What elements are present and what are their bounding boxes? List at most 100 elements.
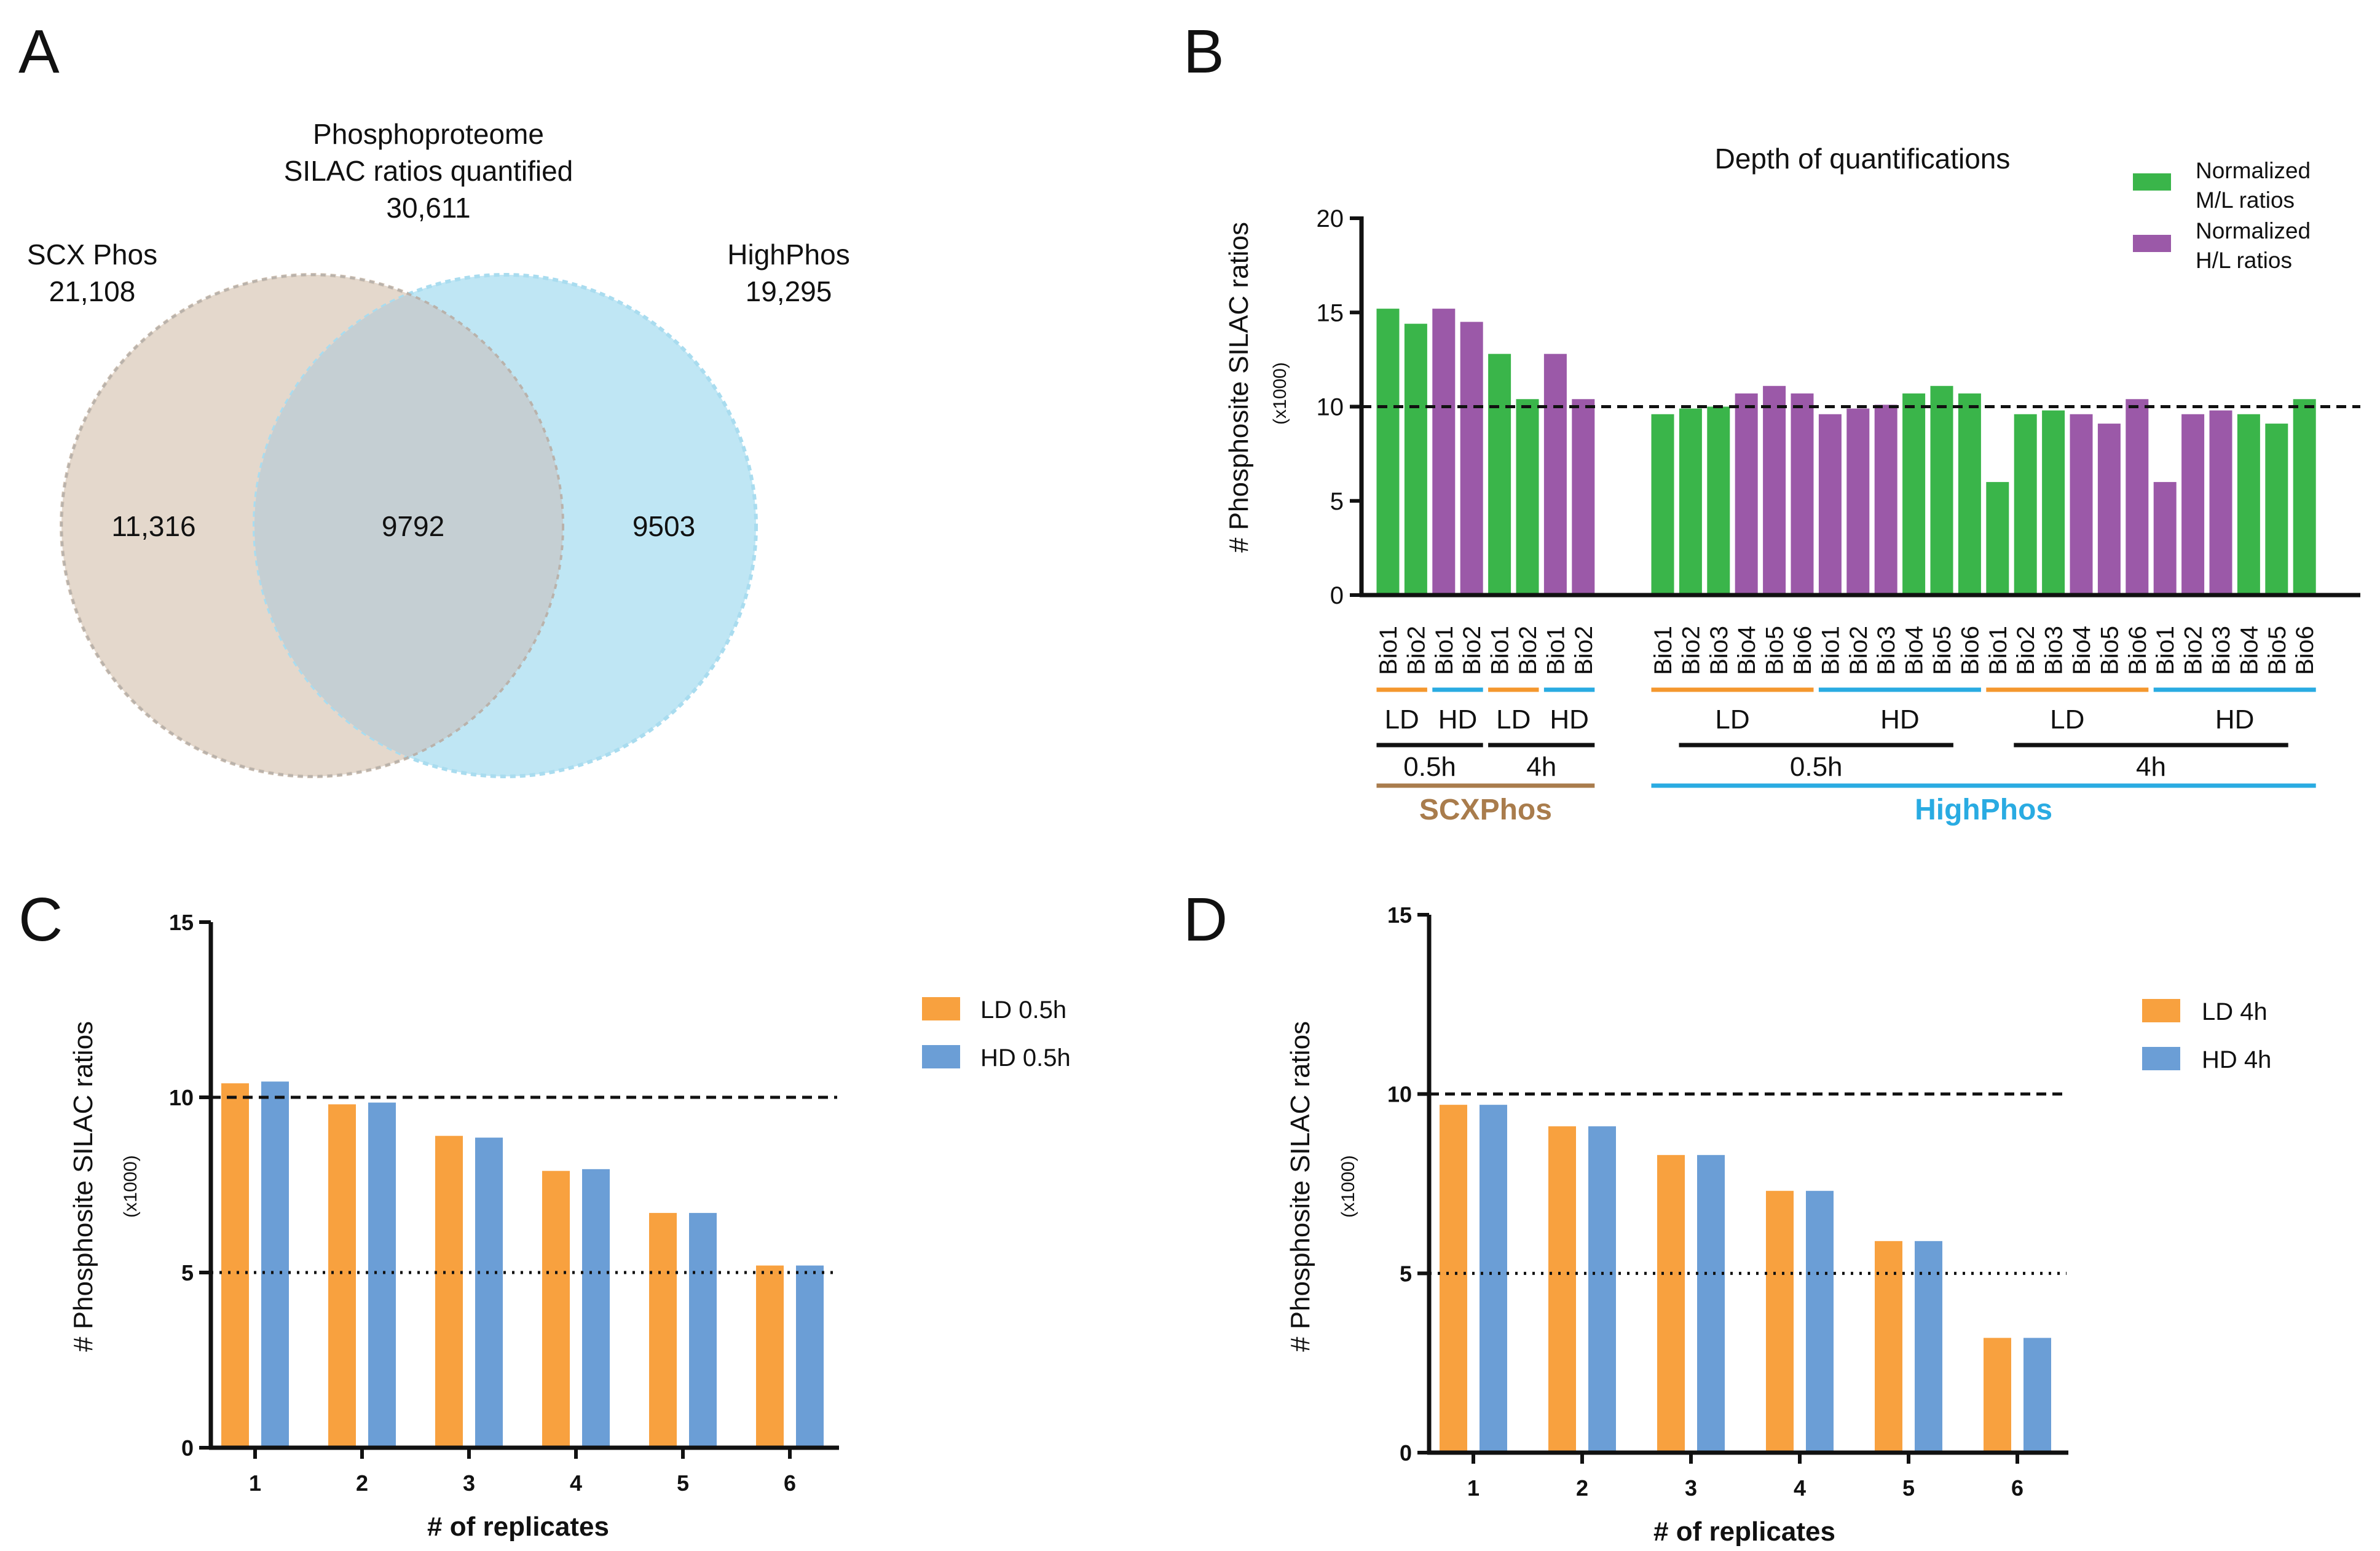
chart-b-y-unit: (x1000) <box>1270 362 1290 425</box>
time-label: 4h <box>1526 752 1556 782</box>
bar <box>796 1265 824 1448</box>
x-tick-label: 3 <box>1685 1475 1697 1501</box>
panel-label-c: C <box>18 885 63 954</box>
y-tick-label: 5 <box>1330 488 1344 515</box>
x-tick-label: Bio2 <box>1845 626 1872 675</box>
time-label: 0.5h <box>1790 752 1843 782</box>
bar <box>1460 322 1483 595</box>
time-label: 0.5h <box>1403 752 1456 782</box>
chart-c-y-unit: (x1000) <box>120 1155 141 1218</box>
x-tick-label: Bio1 <box>1985 626 2012 675</box>
bar <box>261 1081 289 1448</box>
y-tick-label: 5 <box>181 1260 194 1285</box>
x-tick-label: Bio1 <box>1375 626 1402 675</box>
bar <box>1440 1105 1467 1453</box>
dose-label: LD <box>1385 704 1419 735</box>
x-tick-label: 6 <box>2011 1475 2023 1501</box>
legend-swatch-ld-4h <box>2142 999 2180 1022</box>
x-tick-label: 2 <box>1576 1475 1588 1501</box>
x-tick-label: 3 <box>463 1470 475 1496</box>
x-tick-label: Bio2 <box>2012 626 2039 675</box>
legend-hd-4h: HD 4h <box>2202 1046 2271 1073</box>
bar <box>1488 353 1511 595</box>
chart-b-y-title: # Phosphosite SILAC ratios <box>1224 222 1254 553</box>
legend-ld-4h: LD 4h <box>2202 998 2268 1025</box>
chart-d-y-title: # Phosphosite SILAC ratios <box>1285 1021 1315 1352</box>
x-tick-label: 6 <box>784 1470 796 1496</box>
x-tick-label: Bio5 <box>1929 626 1956 675</box>
chart-b-group-brackets: LD HD LD HD LD HD LD HD 0.5h 4h 0.5h 4h SCXPhos HighP… <box>1376 687 2316 826</box>
bar <box>1874 405 1897 595</box>
bar <box>1846 408 1870 595</box>
y-tick-label: 15 <box>1317 299 1344 326</box>
x-tick-label: 5 <box>1902 1475 1915 1501</box>
dose-label: LD <box>1715 704 1749 735</box>
venn-left-total: 21,108 <box>49 275 136 307</box>
panel-c-replicates-05h: C # Phosphosite SILAC ratios (x1000) 051… <box>18 885 1071 1542</box>
bar <box>1984 1338 2011 1453</box>
x-tick-label: Bio4 <box>1901 626 1928 675</box>
x-tick-label: 5 <box>677 1470 689 1496</box>
x-tick-label: 4 <box>1794 1475 1806 1501</box>
x-tick-label: Bio2 <box>1677 626 1704 675</box>
legend-hl-line1: Normalized <box>2196 218 2311 243</box>
x-tick-label: 1 <box>249 1470 261 1496</box>
venn-left-outline <box>60 274 564 778</box>
bar <box>1958 393 1981 595</box>
y-tick-label: 10 <box>1317 394 1344 421</box>
dose-label: HD <box>1880 704 1920 735</box>
bar <box>1651 414 1674 595</box>
x-tick-label: Bio3 <box>1873 626 1900 675</box>
venn-total: 30,611 <box>386 192 470 224</box>
legend-swatch-ld-05h <box>922 997 960 1020</box>
legend-swatch-hd-05h <box>922 1045 960 1068</box>
legend-ld-05h: LD 0.5h <box>980 997 1066 1024</box>
bar <box>689 1213 717 1448</box>
bar <box>1791 393 1814 595</box>
venn-overlap-region <box>254 275 563 776</box>
bar <box>1763 385 1786 595</box>
bar <box>2023 1338 2051 1453</box>
bar <box>542 1170 570 1448</box>
chart-d-y-axis: 0 5 10 15 <box>1387 902 1429 1466</box>
bar <box>2070 414 2093 595</box>
bar <box>328 1104 356 1448</box>
method-label: SCXPhos <box>1419 794 1552 826</box>
legend-ml-line1: Normalized <box>2196 158 2311 183</box>
x-tick-label: Bio5 <box>2264 626 2291 675</box>
time-label: 4h <box>2136 752 2166 782</box>
x-tick-label: Bio1 <box>1487 626 1514 675</box>
x-tick-label: Bio2 <box>1515 626 1542 675</box>
x-tick-label: Bio5 <box>2096 626 2123 675</box>
panel-label-b: B <box>1183 17 1224 86</box>
panel-label-a: A <box>18 17 60 86</box>
bar <box>1806 1191 1834 1453</box>
x-tick-label: Bio3 <box>2041 626 2068 675</box>
chart-d-x-title: # of replicates <box>1653 1517 1835 1547</box>
bar <box>368 1102 396 1448</box>
bar <box>2042 410 2065 595</box>
x-tick-label: 1 <box>1467 1475 1480 1501</box>
panel-a-venn: A Phosphoproteome SILAC ratios quantifie… <box>18 17 850 778</box>
chart-d-bars <box>1440 1105 2051 1453</box>
chart-d-legend: LD 4h HD 4h <box>2142 998 2271 1073</box>
x-tick-label: Bio4 <box>2068 626 2095 675</box>
panel-label-d: D <box>1183 885 1227 954</box>
y-tick-label: 10 <box>1387 1082 1412 1107</box>
venn-left-only-count: 11,316 <box>111 510 195 542</box>
x-tick-label: Bio2 <box>2180 626 2207 675</box>
x-tick-label: Bio1 <box>1817 626 1844 675</box>
dose-label: LD <box>2050 704 2084 735</box>
bar <box>1572 399 1595 595</box>
x-tick-label: Bio1 <box>2152 626 2179 675</box>
y-tick-label: 0 <box>1400 1440 1412 1466</box>
y-tick-label: 15 <box>169 910 194 935</box>
bar <box>1516 399 1539 595</box>
bar <box>649 1213 677 1448</box>
bar <box>1543 353 1567 595</box>
bar <box>1707 406 1730 595</box>
bar <box>1432 309 1456 595</box>
x-tick-label: Bio1 <box>1650 626 1677 675</box>
x-tick-label: Bio2 <box>1570 626 1598 675</box>
